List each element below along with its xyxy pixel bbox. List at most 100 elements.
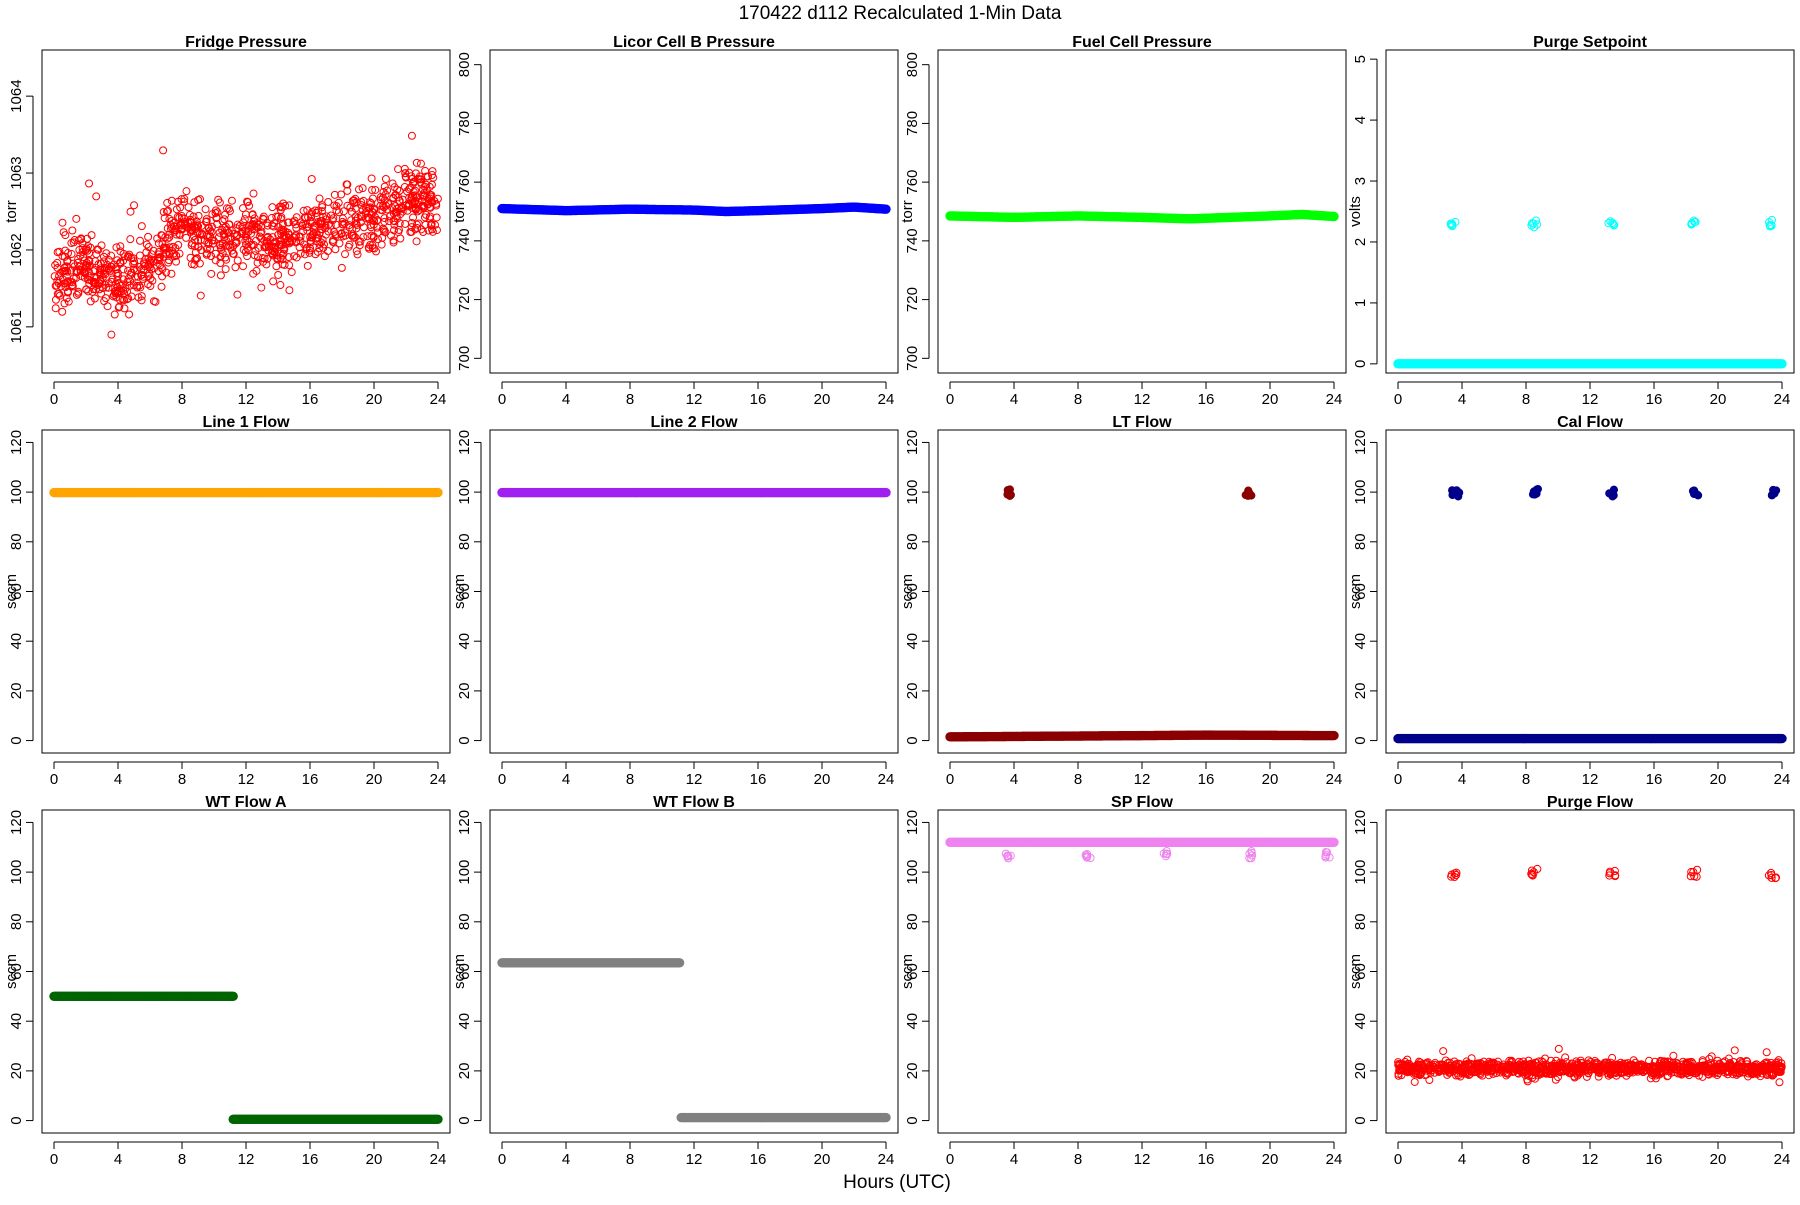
y-tick-label: 100: [1352, 480, 1369, 505]
x-tick-label: 12: [1134, 1151, 1151, 1168]
data-point: [413, 238, 420, 245]
x-tick-label: 20: [814, 391, 831, 408]
y-axis-label: torr: [451, 200, 468, 223]
x-tick-label: 12: [686, 771, 703, 788]
y-tick-label: 740: [904, 228, 921, 253]
data-point: [286, 262, 293, 269]
x-tick-label: 20: [814, 771, 831, 788]
panel-title: Licor Cell B Pressure: [613, 34, 775, 51]
data-point: [197, 292, 204, 299]
x-tick-label: 20: [1262, 391, 1279, 408]
y-tick-label: 60: [904, 963, 921, 980]
x-tick-label: 24: [430, 771, 447, 788]
x-tick-label: 8: [1522, 1151, 1530, 1168]
x-tick-label: 12: [238, 1151, 255, 1168]
y-tick-label: 1061: [8, 310, 25, 343]
x-tick-label: 12: [1134, 391, 1151, 408]
data-point: [275, 271, 282, 278]
y-tick-label: 0: [904, 1116, 921, 1124]
x-tick-label: 4: [114, 771, 122, 788]
plot-frame: [42, 430, 450, 753]
data-point: [882, 205, 890, 213]
y-tick-label: 1: [1352, 299, 1369, 307]
x-tick-label: 20: [1710, 391, 1727, 408]
data-point: [113, 244, 120, 251]
x-tick-label: 8: [178, 1151, 186, 1168]
y-tick-label: 20: [1352, 683, 1369, 700]
x-tick-label: 16: [750, 1151, 767, 1168]
data-point: [379, 234, 386, 241]
data-point: [297, 250, 304, 257]
data-point: [1772, 487, 1779, 494]
data-point: [222, 266, 229, 273]
x-tick-label: 16: [750, 771, 767, 788]
x-tick-label: 8: [1522, 771, 1530, 788]
x-tick-label: 0: [498, 391, 506, 408]
data-point: [304, 262, 311, 269]
x-tick-label: 4: [1458, 391, 1466, 408]
data-point: [202, 206, 209, 213]
y-tick-label: 80: [8, 913, 25, 930]
x-tick-label: 12: [1134, 771, 1151, 788]
data-point: [242, 211, 249, 218]
x-tick-label: 8: [178, 391, 186, 408]
data-point: [160, 147, 167, 154]
x-tick-label: 24: [1326, 391, 1343, 408]
data-point: [382, 176, 389, 183]
data-point: [208, 270, 215, 277]
y-tick-label: 0: [1352, 736, 1369, 744]
y-tick-label: 700: [904, 346, 921, 371]
y-tick-label: 40: [904, 633, 921, 650]
data-point: [222, 211, 229, 218]
y-tick-label: 740: [456, 228, 473, 253]
y-tick-label: 1063: [8, 156, 25, 189]
data-point: [434, 488, 442, 496]
panel-title: Fuel Cell Pressure: [1072, 34, 1212, 51]
panel-title: LT Flow: [1112, 414, 1172, 431]
y-tick-label: 120: [904, 430, 921, 455]
y-tick-label: 0: [904, 736, 921, 744]
y-tick-label: 100: [456, 860, 473, 885]
y-tick-label: 720: [456, 287, 473, 312]
x-tick-label: 0: [50, 771, 58, 788]
x-tick-label: 20: [366, 771, 383, 788]
data-points: [50, 488, 442, 496]
data-point: [270, 278, 277, 285]
y-tick-label: 40: [904, 1013, 921, 1030]
x-tick-label: 24: [1326, 771, 1343, 788]
x-tick-label: 8: [1522, 391, 1530, 408]
data-point: [308, 175, 315, 182]
y-tick-label: 60: [8, 583, 25, 600]
x-tick-label: 24: [1774, 1151, 1791, 1168]
x-tick-label: 4: [1458, 771, 1466, 788]
data-points: [498, 488, 890, 496]
data-point: [1690, 487, 1697, 494]
y-tick-label: 120: [456, 430, 473, 455]
data-point: [1449, 491, 1456, 498]
y-tick-label: 80: [1352, 533, 1369, 550]
x-tick-label: 8: [178, 771, 186, 788]
data-points: [946, 838, 1338, 862]
x-tick-label: 16: [302, 391, 319, 408]
data-point: [183, 188, 190, 195]
x-tick-label: 12: [686, 1151, 703, 1168]
x-tick-label: 16: [1198, 1151, 1215, 1168]
data-point: [286, 287, 293, 294]
data-point: [145, 233, 152, 240]
y-tick-label: 100: [904, 480, 921, 505]
